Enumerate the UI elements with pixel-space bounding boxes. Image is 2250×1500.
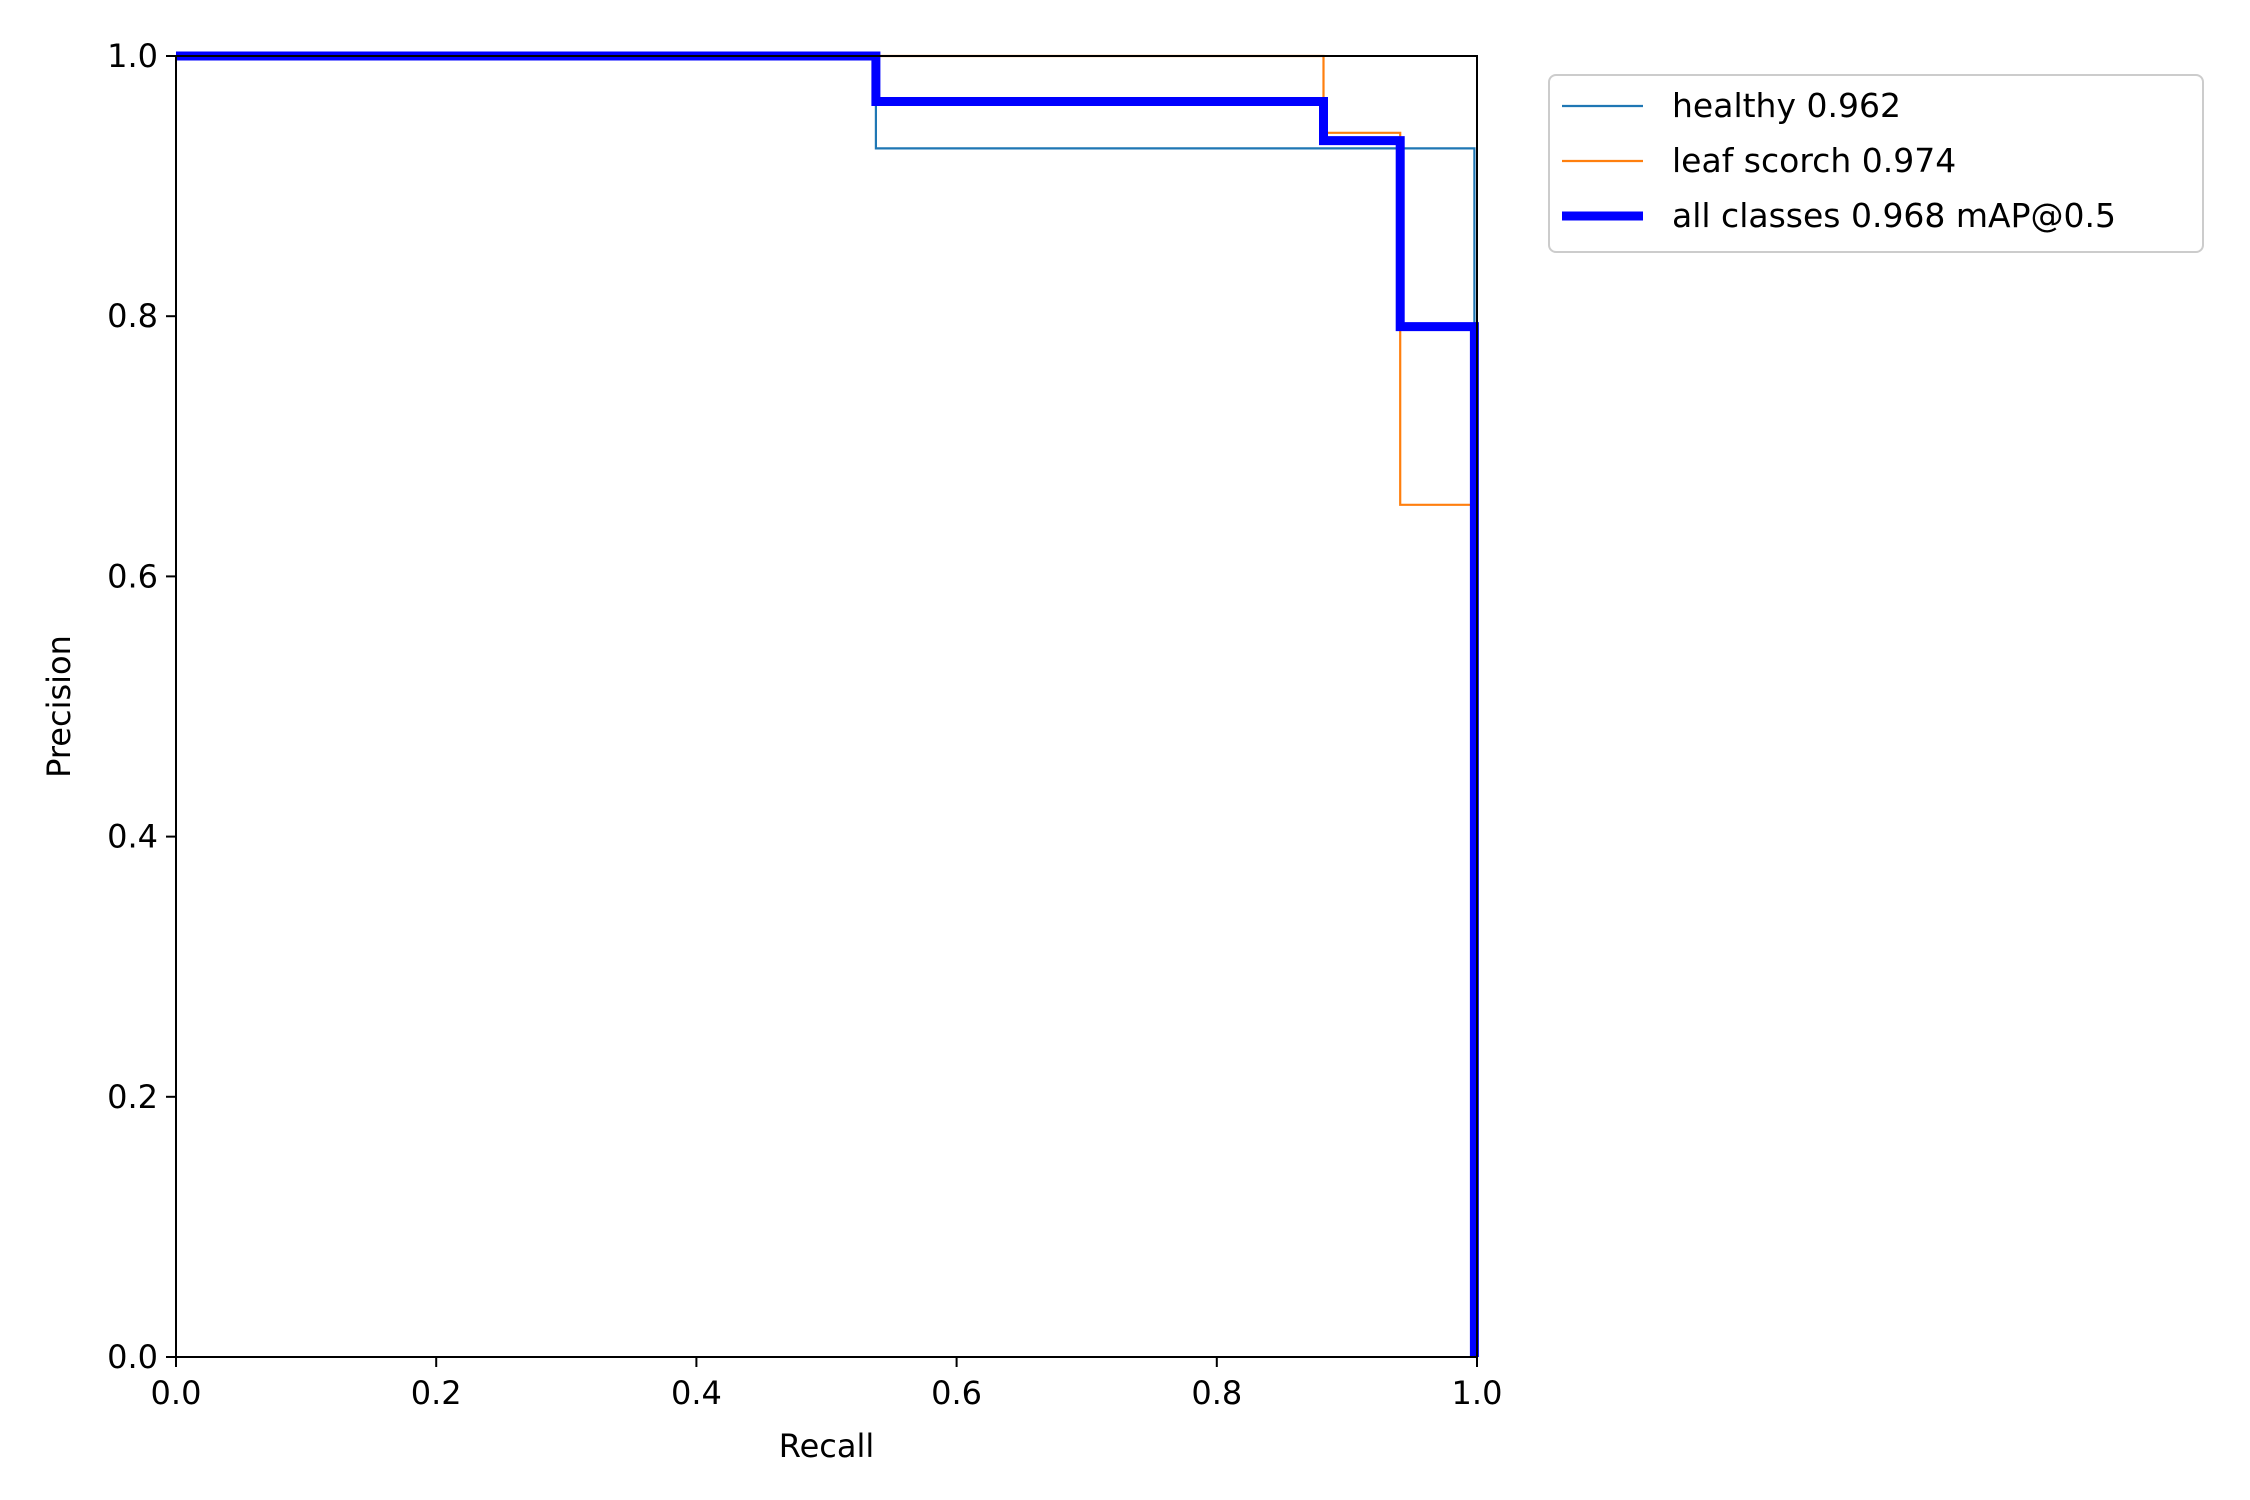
series-line-2	[176, 51, 1479, 1357]
x-axis-label: Recall	[779, 1427, 874, 1465]
y-axis: 0.0 0.2 0.4 0.6 0.8 1.0	[107, 37, 176, 1376]
x-tick-label: 0.0	[151, 1374, 202, 1412]
plot-background	[176, 56, 1477, 1357]
y-tick-label: 0.6	[107, 557, 158, 595]
y-tick-label: 0.4	[107, 818, 158, 856]
y-tick-label: 0.2	[107, 1078, 158, 1116]
x-tick-label: 1.0	[1452, 1374, 1503, 1412]
legend-items: healthy 0.962 leaf scorch 0.974 all classe…	[1562, 86, 2116, 235]
y-tick-label: 0.8	[107, 297, 158, 335]
legend-label-2: all classes 0.968 mAP@0.5	[1672, 196, 2116, 235]
plot-area	[175, 51, 1479, 1358]
y-tick-label: 1.0	[107, 37, 158, 75]
y-tick-label: 0.0	[107, 1338, 158, 1376]
legend-label-1: leaf scorch 0.974	[1672, 141, 1956, 180]
legend-box	[1548, 74, 2204, 253]
x-axis: 0.0 0.2 0.4 0.6 0.8 1.0	[151, 1357, 1503, 1412]
plot-frame	[175, 55, 1478, 1358]
y-axis-label: Precision	[40, 635, 78, 778]
x-tick-label: 0.4	[671, 1374, 722, 1412]
x-tick-label: 0.6	[931, 1374, 982, 1412]
x-tick-label: 0.2	[411, 1374, 462, 1412]
x-tick-label: 0.8	[1191, 1374, 1242, 1412]
legend: healthy 0.962 leaf scorch 0.974 all classe…	[1548, 74, 2204, 253]
legend-label-0: healthy 0.962	[1672, 86, 1901, 125]
